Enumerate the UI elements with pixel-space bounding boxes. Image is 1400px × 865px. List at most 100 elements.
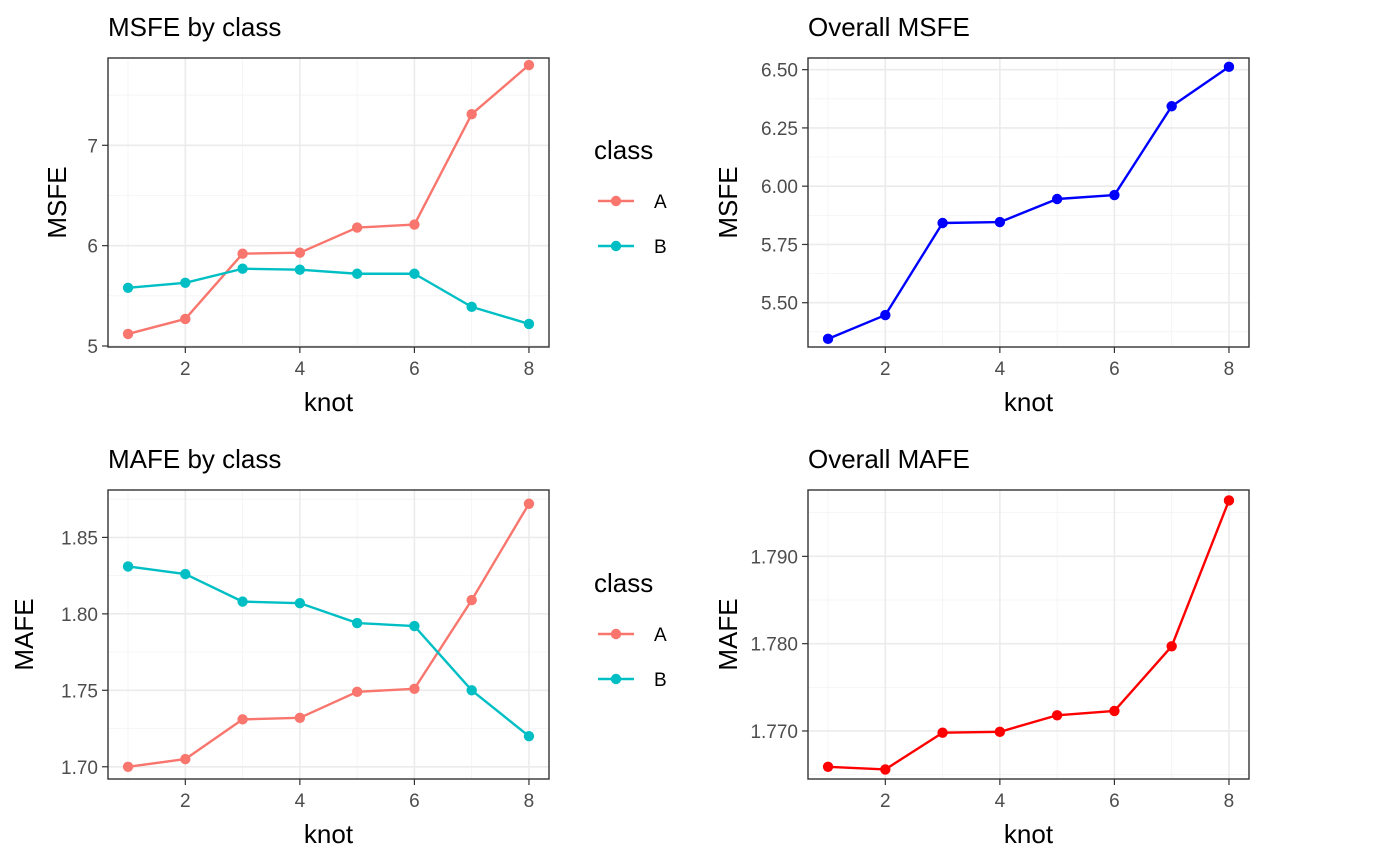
x-tick-label: 4 bbox=[995, 791, 1006, 812]
legend-title: class bbox=[594, 568, 653, 598]
panel-title: Overall MSFE bbox=[808, 12, 970, 42]
series-a bbox=[122, 498, 535, 772]
panel-1: 2 4 6 8 5 6 7 MSFE by class knot MSFE class A B bbox=[42, 12, 667, 417]
panel-border bbox=[107, 57, 550, 348]
legend-key-b bbox=[598, 240, 634, 252]
data-point bbox=[409, 219, 420, 230]
data-point bbox=[122, 761, 134, 772]
legend-key-point bbox=[610, 195, 622, 207]
x-tick-label: 6 bbox=[409, 791, 420, 812]
x-tick-label: 4 bbox=[295, 791, 306, 812]
x-axis-title: knot bbox=[1004, 387, 1054, 417]
x-axis-title: knot bbox=[1004, 819, 1054, 849]
data-point bbox=[880, 764, 891, 775]
gridlines bbox=[108, 58, 549, 347]
data-point bbox=[409, 683, 420, 694]
data-point bbox=[351, 222, 363, 233]
panel-4: 2 4 6 8 1.770 1.780 1.790 Overall MAFE knot MAFE bbox=[713, 444, 1250, 849]
x-tick-label: 8 bbox=[524, 791, 535, 812]
data-point bbox=[937, 217, 948, 229]
y-tick-label: 1.80 bbox=[61, 605, 98, 626]
data-point bbox=[351, 617, 363, 629]
data-point bbox=[523, 59, 535, 71]
series-line bbox=[127, 565, 530, 738]
data-point bbox=[237, 596, 248, 607]
y-tick-label: 1.75 bbox=[61, 681, 98, 702]
legend: class A B bbox=[594, 568, 667, 691]
x-tick-label: 8 bbox=[1224, 791, 1235, 812]
series-1 bbox=[822, 61, 1235, 345]
data-point bbox=[466, 108, 477, 120]
y-tick-label: 5.50 bbox=[761, 294, 798, 315]
gridlines bbox=[808, 58, 1249, 347]
data-point bbox=[523, 318, 535, 330]
y-tick-label: 1.780 bbox=[750, 635, 798, 656]
gridlines bbox=[108, 490, 549, 779]
data-point bbox=[1051, 193, 1063, 205]
y-tick-label: 6.25 bbox=[761, 119, 798, 140]
data-point bbox=[822, 761, 834, 772]
legend-key-point bbox=[610, 240, 622, 252]
data-point bbox=[237, 263, 248, 274]
y-tick-label: 1.790 bbox=[750, 547, 798, 568]
series-line bbox=[827, 500, 1231, 771]
series-a bbox=[122, 59, 535, 340]
data-point bbox=[237, 714, 248, 725]
data-point bbox=[294, 712, 306, 724]
data-point bbox=[409, 268, 420, 279]
data-point bbox=[1166, 641, 1177, 652]
panel-3: 2 4 6 8 1.70 1.75 1.80 1.85 MAFE by class knot MAF… bbox=[9, 444, 667, 849]
legend-label: A bbox=[654, 625, 667, 646]
x-axis-title: knot bbox=[304, 819, 354, 849]
data-point bbox=[466, 594, 477, 606]
data-point bbox=[1166, 101, 1177, 112]
y-tick-label: 1.70 bbox=[61, 758, 98, 779]
x-tick-label: 2 bbox=[880, 791, 891, 812]
legend-key-a bbox=[598, 628, 634, 640]
data-point bbox=[994, 726, 1006, 738]
data-point bbox=[822, 333, 834, 345]
gridlines bbox=[808, 490, 1249, 779]
data-point bbox=[523, 498, 535, 509]
y-axis-title: MAFE bbox=[9, 598, 39, 670]
data-point bbox=[466, 301, 477, 313]
panel-border bbox=[807, 57, 1250, 348]
y-axis-title: MSFE bbox=[713, 166, 743, 238]
data-point bbox=[180, 277, 191, 288]
data-point bbox=[294, 264, 306, 275]
data-point bbox=[994, 216, 1006, 228]
series-line bbox=[127, 64, 530, 336]
y-tick-label: 1.85 bbox=[61, 528, 98, 549]
series-b bbox=[122, 561, 535, 742]
y-tick-label: 5 bbox=[87, 337, 98, 358]
panel-border bbox=[807, 489, 1250, 780]
data-point bbox=[237, 248, 248, 259]
data-point bbox=[523, 730, 535, 742]
legend-key-point bbox=[610, 673, 622, 685]
x-tick-label: 4 bbox=[995, 359, 1006, 380]
series-line bbox=[127, 267, 530, 326]
x-tick-label: 2 bbox=[180, 791, 191, 812]
panel-title: MSFE by class bbox=[108, 12, 281, 42]
x-tick-label: 2 bbox=[880, 359, 891, 380]
panel-2: 2 4 6 8 5.50 5.75 6.00 6.25 6.50 Overall MSFE knot… bbox=[713, 12, 1250, 417]
x-tick-label: 6 bbox=[1109, 791, 1120, 812]
series-1 bbox=[822, 495, 1235, 775]
y-tick-label: 6 bbox=[87, 237, 98, 258]
data-point bbox=[122, 561, 134, 572]
y-tick-label: 6.00 bbox=[761, 177, 798, 198]
x-tick-label: 4 bbox=[295, 359, 306, 380]
panel-title: Overall MAFE bbox=[808, 444, 970, 474]
series-line bbox=[827, 65, 1230, 340]
y-tick-label: 6.50 bbox=[761, 61, 798, 82]
data-point bbox=[122, 282, 134, 293]
data-point bbox=[1223, 61, 1235, 73]
data-point bbox=[180, 313, 191, 325]
x-tick-label: 2 bbox=[180, 359, 191, 380]
series-b bbox=[122, 263, 535, 330]
legend-label: A bbox=[654, 192, 667, 213]
legend-key-point bbox=[610, 628, 622, 640]
data-point bbox=[180, 568, 191, 580]
data-point bbox=[1109, 189, 1120, 201]
